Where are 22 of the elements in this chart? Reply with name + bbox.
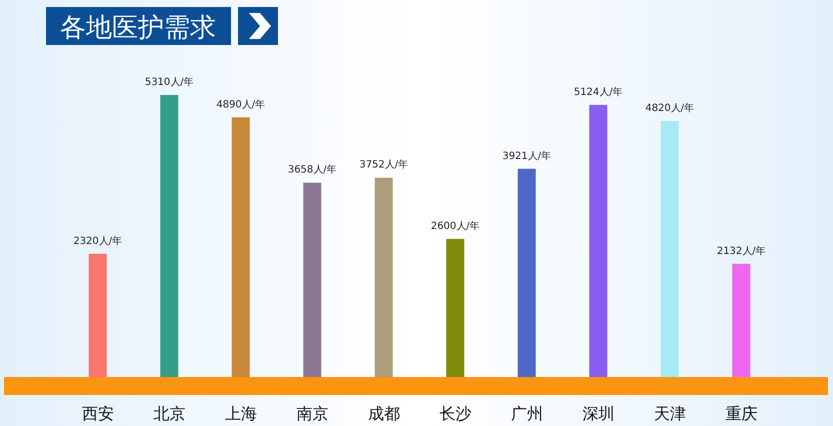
x-tick-label: 深圳 (582, 404, 614, 423)
x-tick-label: 天津 (654, 404, 686, 423)
data-label: 3658人/年 (288, 164, 337, 176)
data-label: 4890人/年 (216, 98, 266, 110)
x-tick-label: 成都 (368, 404, 400, 423)
data-label: 3752人/年 (359, 158, 408, 171)
data-label: 2320人/年 (73, 234, 122, 247)
x-tick-label: 广州 (510, 404, 543, 423)
data-label: 4820人/年 (645, 102, 694, 114)
x-tick-label: 重庆 (725, 404, 758, 423)
x-tick-label: 南京 (296, 404, 328, 423)
data-label: 3921人/年 (502, 150, 552, 162)
chart-title: 各地医护需求 (60, 13, 216, 43)
x-tick-label: 西安 (82, 404, 114, 423)
data-label: 2600人/年 (430, 220, 480, 232)
x-tick-label: 上海 (224, 404, 257, 423)
data-label: 5124人/年 (574, 86, 623, 98)
data-label: 2132人/年 (716, 244, 766, 257)
title: 各地医护需求 (46, 7, 231, 45)
x-tick-label: 北京 (153, 404, 186, 423)
x-tick-label: 长沙 (439, 404, 472, 423)
data-label: 5310人/年 (144, 76, 194, 88)
